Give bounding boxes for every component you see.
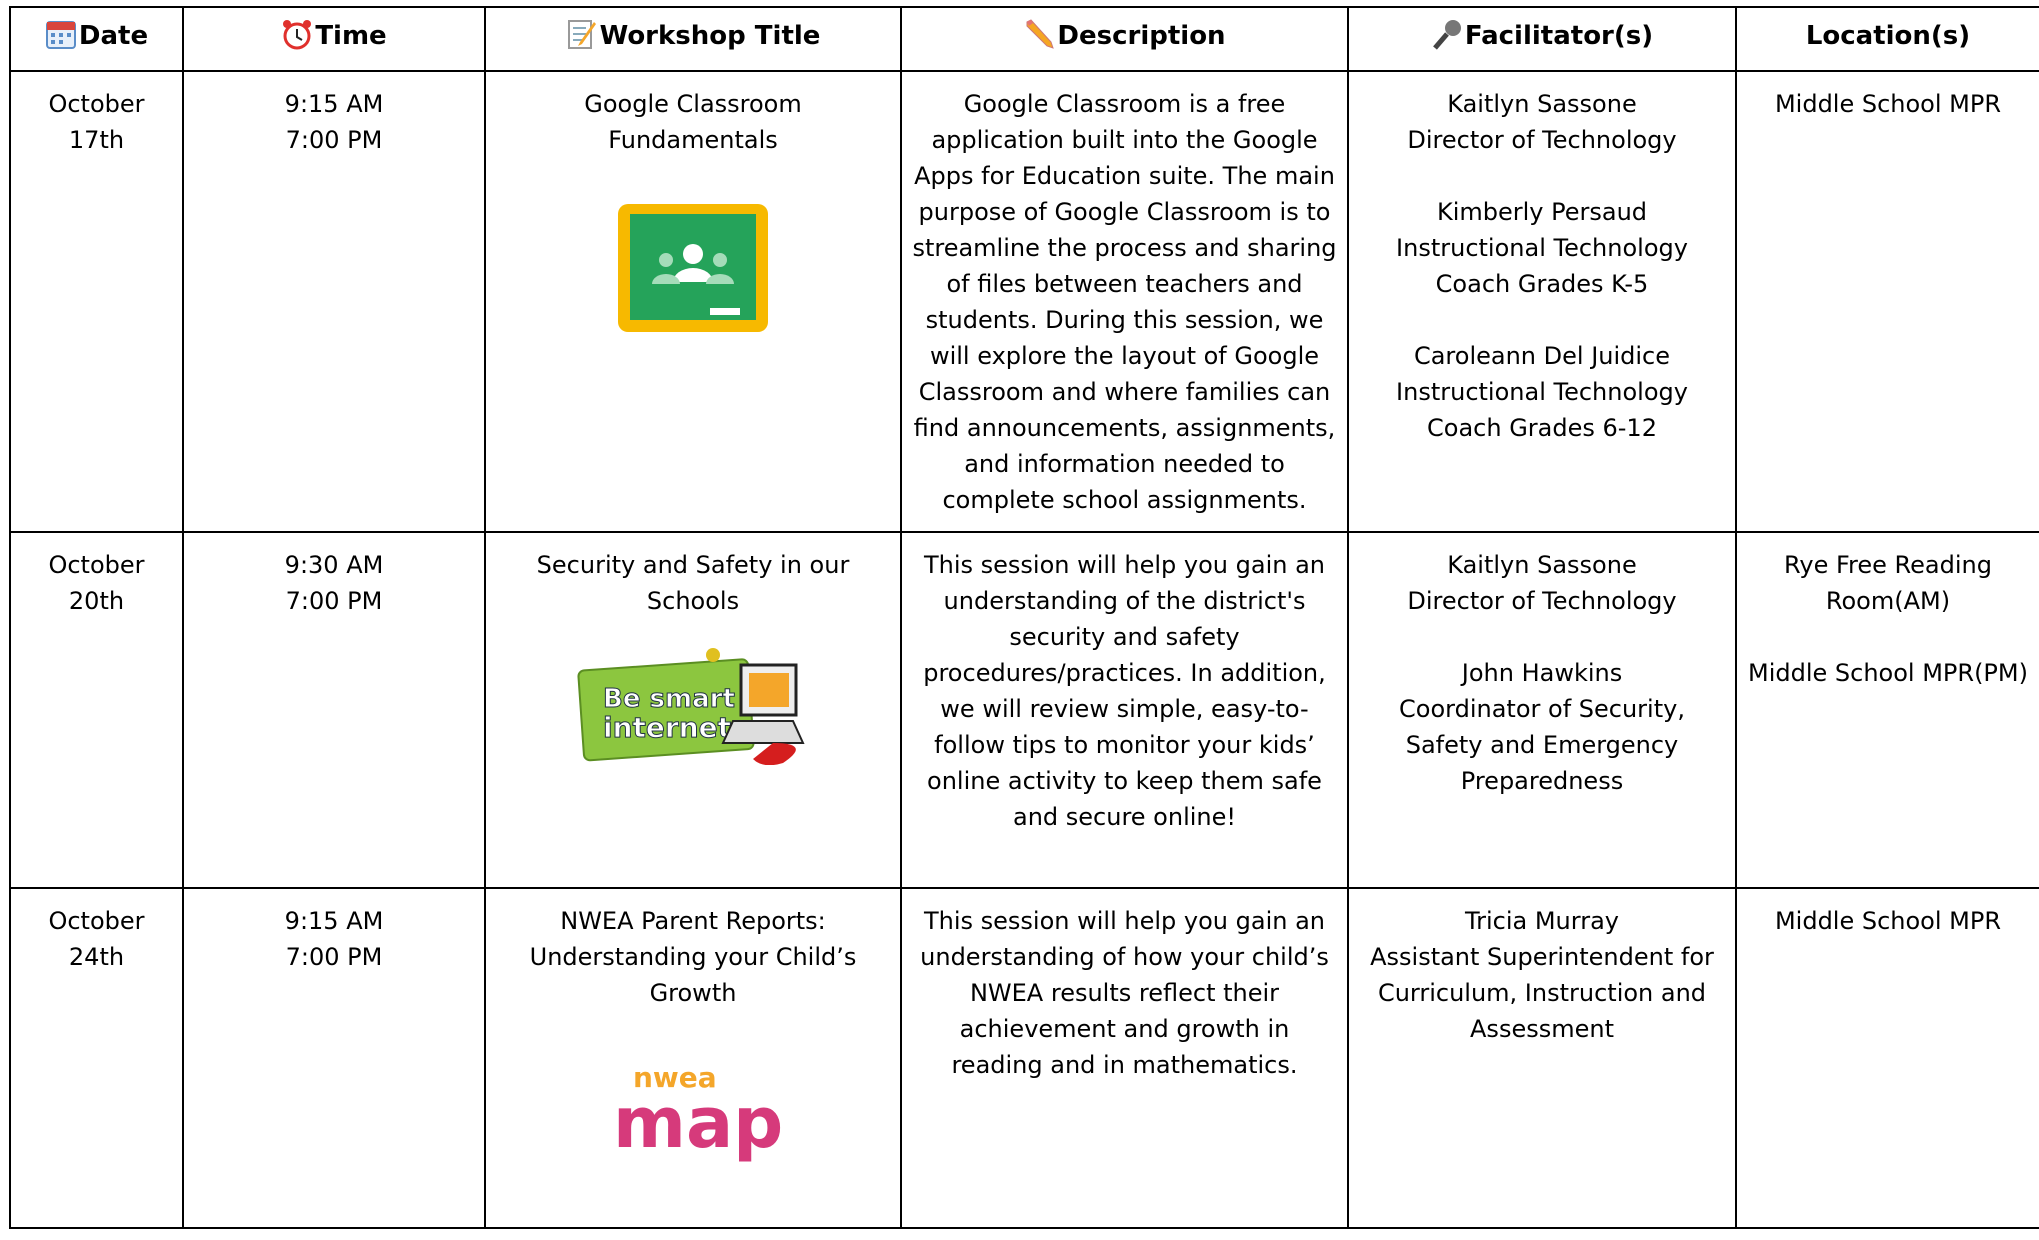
table-body: October 17th 9:15 AM 7:00 PM Google Classro… (9, 70, 2039, 1229)
workshop-title: NWEA Parent Reports: Understanding your … (529, 907, 857, 1007)
header-text: Facilitator(s) (1464, 21, 1654, 51)
calendar-icon (45, 21, 76, 49)
header-text: Workshop Title (599, 21, 821, 51)
date: October 20th (48, 551, 145, 615)
microphone-icon (1432, 20, 1461, 50)
facilitator-role: Instructional Technology Coach Grades 6-… (1396, 378, 1688, 442)
header-text: Date (78, 21, 149, 51)
facilitator-role: Director of Technology (1407, 126, 1677, 154)
schedule-table: Date Time Workshop Title Description Fac… (9, 6, 2039, 1229)
time: 7:00 PM (285, 587, 383, 615)
table-row: October 24th 9:15 AM 7:00 PM NWEA Parent Re… (9, 887, 2039, 1229)
facilitator-name: Caroleann Del Juidice (1413, 342, 1671, 370)
description-cell: This session will help you gain an under… (900, 531, 1349, 889)
header-row: Date Time Workshop Title Description Fac… (9, 6, 2039, 72)
facilitator-name: Tricia Murray (1464, 907, 1619, 935)
time: 9:15 AM (284, 90, 384, 118)
spacer (1359, 619, 1725, 655)
memo-icon (567, 20, 596, 49)
facilitator-cell: Kaitlyn Sassone Director of Technology Joh… (1347, 531, 1737, 889)
location-cell: Middle School MPR (1735, 887, 2039, 1229)
time-cell: 9:15 AM 7:00 PM (182, 70, 486, 533)
classroom-logo (618, 204, 768, 332)
time: 9:30 AM (284, 551, 384, 579)
date: October 24th (48, 907, 145, 971)
time: 9:15 AM (284, 907, 384, 935)
facilitator-cell: Tricia Murray Assistant Superintendent fo… (1347, 887, 1737, 1229)
header-cell: Date (9, 6, 184, 72)
description-cell: Google Classroom is a free application b… (900, 70, 1349, 533)
workshop-title: Google Classroom Fundamentals (584, 90, 802, 154)
facilitator-role: Director of Technology (1407, 587, 1677, 615)
date-cell: October 20th (9, 531, 184, 889)
location: Middle School MPR (1774, 907, 2002, 935)
header-cell: Description (900, 6, 1349, 72)
pencil-icon (1026, 19, 1055, 49)
facilitator-name: Kaitlyn Sassone (1447, 551, 1637, 579)
description-cell: This session will help you gain an under… (900, 887, 1349, 1229)
location: Rye Free Reading Room(AM) (1784, 551, 1992, 615)
description: This session will help you gain an under… (923, 551, 1326, 831)
workshop-title: Security and Safety in our Schools (536, 551, 850, 615)
spacer (1359, 302, 1725, 338)
facilitator-role: Assistant Superintendent for Curriculum,… (1370, 943, 1714, 1043)
logo-text: nwea (633, 1061, 717, 1094)
facilitator-name: John Hawkins (1461, 659, 1623, 687)
header-text: Location(s) (1805, 21, 1971, 51)
facilitator-role: Instructional Technology Coach Grades K-… (1396, 234, 1688, 298)
facilitator-name: Kaitlyn Sassone (1447, 90, 1637, 118)
time-cell: 9:15 AM 7:00 PM (182, 887, 486, 1229)
logo-text: Be smart (603, 684, 735, 714)
title-cell: Google Classroom Fundamentals (484, 70, 902, 533)
location-cell: Middle School MPR (1735, 70, 2039, 533)
logo-text: internet (603, 711, 731, 744)
header-text: Time (315, 21, 387, 51)
facilitator-cell: Kaitlyn Sassone Director of Technology Kim… (1347, 70, 1737, 533)
description: This session will help you gain an under… (920, 907, 1329, 1079)
location-cell: Rye Free Reading Room(AM) Middle School M… (1735, 531, 2039, 889)
header-cell: Facilitator(s) (1347, 6, 1737, 72)
table-row: October 20th 9:30 AM 7:00 PM Security and S… (9, 531, 2039, 889)
spacer (1747, 619, 2029, 655)
location: Middle School MPR(PM) (1748, 659, 2028, 687)
title-cell: Security and Safety in our Schools Be sma… (484, 531, 902, 889)
date-cell: October 17th (9, 70, 184, 533)
alarm-icon (283, 20, 312, 50)
header-cell: Location(s) (1735, 6, 2039, 72)
table-row: October 17th 9:15 AM 7:00 PM Google Classro… (9, 70, 2039, 533)
time: 7:00 PM (285, 943, 383, 971)
header-text: Description (1057, 21, 1226, 51)
facilitator-role: Coordinator of Security, Safety and Emer… (1399, 695, 1685, 795)
logo-text: map (613, 1082, 783, 1164)
time: 7:00 PM (285, 126, 383, 154)
header-cell: Workshop Title (484, 6, 902, 72)
title-cell: NWEA Parent Reports: Understanding your … (484, 887, 902, 1229)
date-cell: October 24th (9, 887, 184, 1229)
location: Middle School MPR (1774, 90, 2002, 118)
date: October 17th (48, 90, 145, 154)
header-cell: Time (182, 6, 486, 72)
description: Google Classroom is a free application b… (912, 90, 1337, 514)
facilitator-name: Kimberly Persaud (1436, 198, 1648, 226)
spacer (1359, 158, 1725, 194)
time-cell: 9:30 AM 7:00 PM (182, 531, 486, 889)
